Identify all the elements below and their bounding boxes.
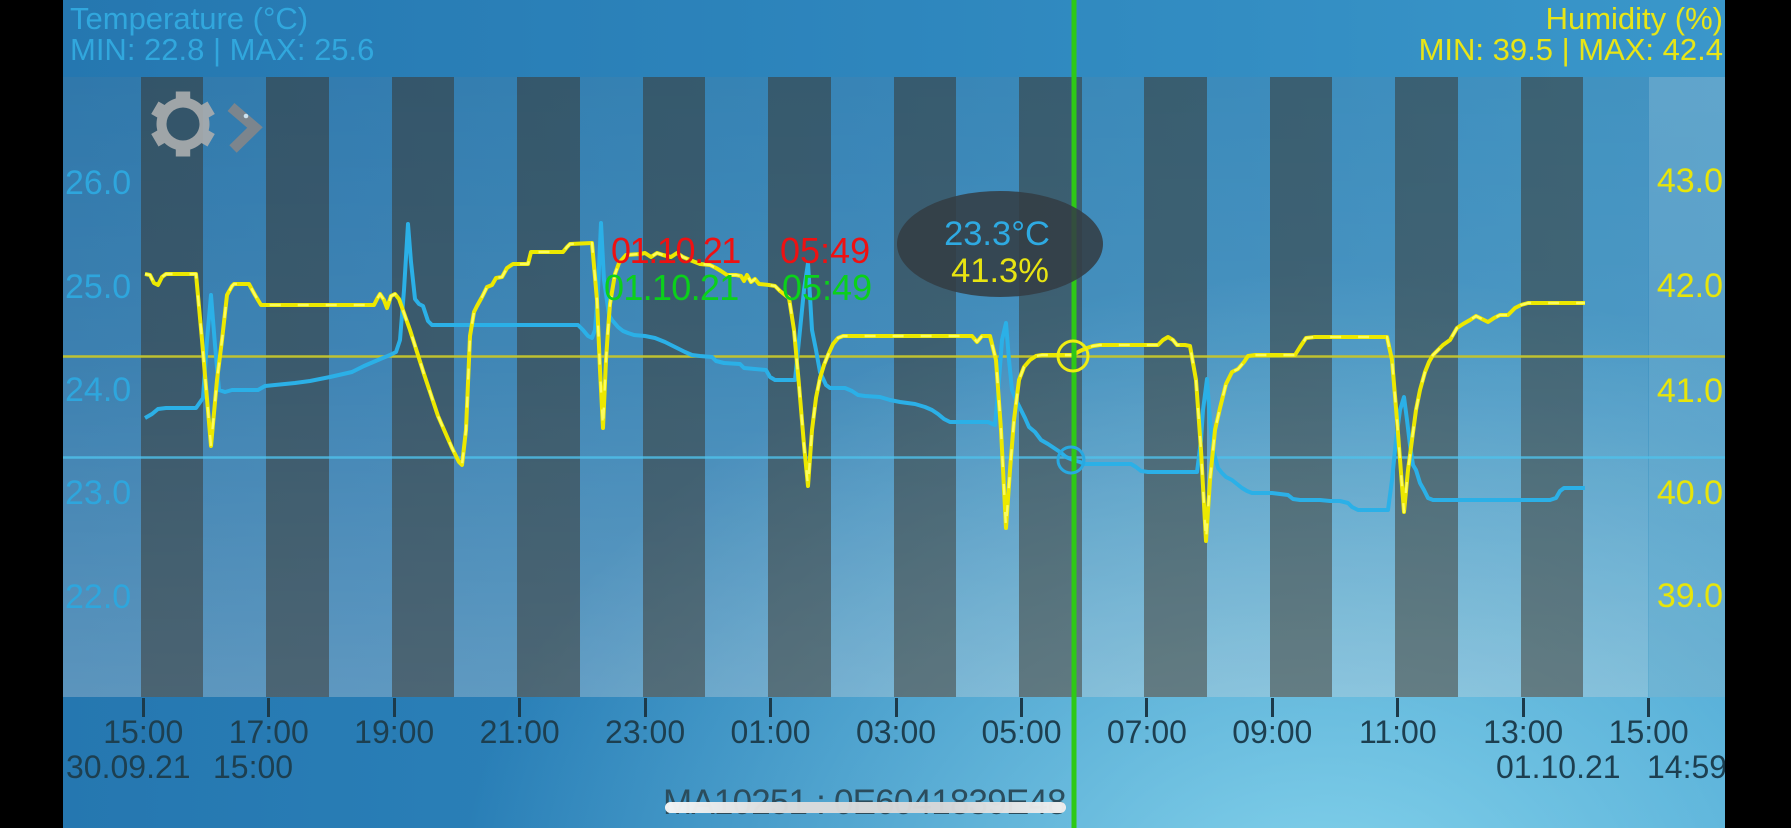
svg-text:05:49: 05:49: [782, 267, 872, 308]
svg-text:01.10.21: 01.10.21: [604, 267, 739, 308]
svg-text:41.3%: 41.3%: [951, 252, 1049, 290]
svg-text:01.10.21: 01.10.21: [611, 230, 740, 271]
svg-text:05:49: 05:49: [780, 230, 870, 271]
svg-text:23.3°C: 23.3°C: [944, 215, 1050, 253]
